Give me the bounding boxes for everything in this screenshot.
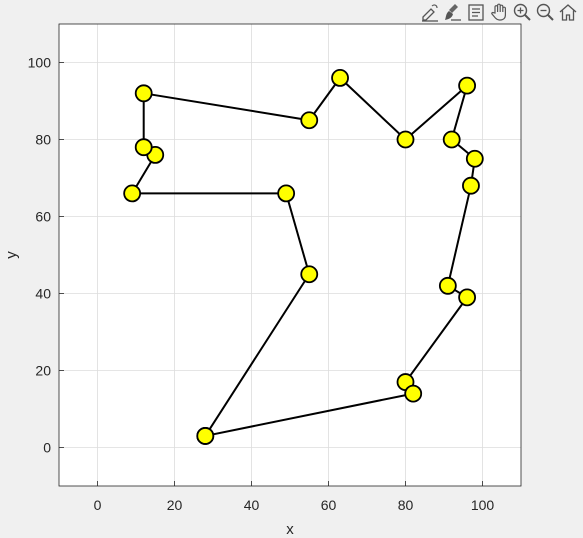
city-point-marker: [465, 149, 484, 168]
city-point-marker: [300, 265, 319, 284]
y-tick-label: 80: [35, 132, 51, 148]
y-tick-label: 0: [43, 440, 51, 456]
home-button[interactable]: [557, 1, 579, 23]
brush-icon: [445, 4, 461, 21]
zoom-out-button[interactable]: [534, 1, 556, 23]
city-point-marker: [442, 130, 461, 149]
x-tick-label: 60: [321, 497, 337, 513]
city-point-marker: [331, 69, 349, 87]
city-point-marker: [458, 288, 477, 307]
y-tick-label: 100: [28, 55, 52, 71]
x-tick-label: 40: [244, 497, 260, 513]
x-tick-label: 100: [471, 497, 495, 513]
zoom-in-icon: [513, 3, 531, 21]
figure-toolbar: [419, 0, 583, 24]
city-point-marker: [134, 84, 153, 103]
y-tick-label: 40: [35, 286, 51, 302]
axes-background: [59, 24, 521, 486]
x-axis-label: x: [286, 521, 294, 538]
tour-series: [123, 69, 484, 445]
city-point-marker: [438, 276, 457, 295]
axes-box: [58, 23, 522, 487]
x-tick-label: 20: [167, 497, 183, 513]
zoom-out-icon: [536, 3, 554, 21]
zoom-in-button[interactable]: [511, 1, 533, 23]
city-point-marker: [134, 138, 153, 157]
tick-labels: 0 20 40 60 80 100 0 20 40 60 80 100: [28, 55, 495, 514]
data-tips-button[interactable]: [465, 1, 487, 23]
pan-hand-button[interactable]: [488, 1, 510, 23]
y-tick-label: 60: [35, 209, 51, 225]
x-tick-label: 80: [398, 497, 414, 513]
city-point-marker: [404, 384, 423, 403]
data-tips-icon: [468, 4, 484, 21]
home-icon: [559, 4, 577, 21]
city-point-marker: [458, 76, 477, 95]
edit-plot-icon: [422, 4, 438, 22]
pan-hand-icon: [491, 3, 506, 21]
city-point-marker: [462, 176, 480, 195]
city-point-marker: [123, 184, 142, 203]
city-point-marker: [396, 130, 415, 149]
edit-plot-button[interactable]: [419, 1, 441, 23]
x-tick-label: 0: [94, 497, 102, 513]
brush-button[interactable]: [442, 1, 464, 23]
y-tick-label: 20: [35, 363, 51, 379]
city-point-marker: [277, 184, 296, 203]
grid-lines: [59, 24, 521, 486]
city-point-marker: [300, 111, 319, 130]
y-axis-label: y: [3, 251, 20, 259]
city-point-marker: [196, 427, 215, 445]
